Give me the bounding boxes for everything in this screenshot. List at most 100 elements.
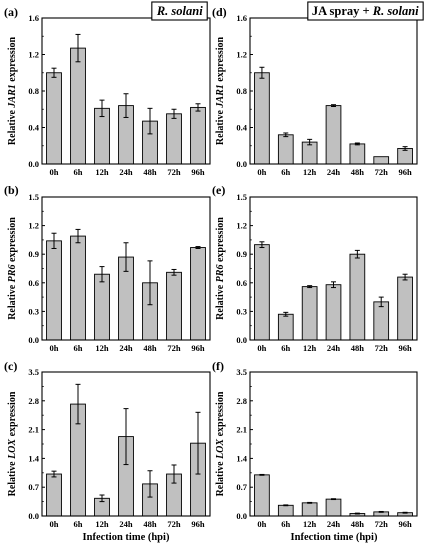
bar (190, 106, 206, 165)
bar (254, 244, 270, 341)
error-bar (331, 498, 336, 501)
svg-text:JA spray + R. solani: JA spray + R. solani (312, 4, 419, 18)
x-tick-label: 72h (375, 167, 389, 177)
y-tick-label: 0.3 (236, 306, 247, 316)
y-tick-label: 0.4 (28, 123, 39, 133)
bar (373, 156, 390, 165)
error-bar (283, 311, 289, 317)
y-tick-label: 0.7 (236, 482, 247, 492)
x-tick-label: 0h (50, 519, 59, 529)
x-tick-label: 96h (191, 519, 205, 529)
error-bar (99, 494, 105, 503)
x-tick-label: 6h (281, 167, 290, 177)
x-tick-label: 6h (74, 343, 83, 353)
chart-panel: 0.0 0.7 1.4 2.1 2.8 3.5 0h 6h 12h 24h 48h 72h 96h Rel… (4, 359, 211, 529)
bar (277, 313, 294, 341)
error-bar (147, 107, 153, 135)
error-bar (75, 383, 81, 425)
error-bar (99, 99, 105, 118)
error-bar (195, 103, 201, 112)
x-tick-label: 96h (398, 343, 412, 353)
x-tick-label: 24h (119, 343, 133, 353)
y-tick-label: 0.6 (28, 278, 39, 288)
x-tick-label: 72h (375, 343, 389, 353)
y-tick-label: 1.6 (28, 13, 39, 23)
x-tick-label: 6h (281, 343, 290, 353)
chart-panel: 0.0 0.3 0.6 0.9 1.2 1.5 0h 6h 12h 24h 48h 72h 96h Rel… (212, 183, 418, 353)
x-tick-label: 48h (143, 343, 157, 353)
chart-title: R. solani (151, 1, 208, 21)
panel-label: (e) (212, 183, 225, 197)
error-bar (259, 241, 265, 249)
x-tick-label: 24h (327, 343, 341, 353)
x-tick-label: 24h (327, 167, 341, 177)
bar (325, 498, 342, 517)
y-axis-label: Relative PR6 expression (215, 217, 226, 320)
bar (46, 473, 62, 517)
y-tick-label: 0.4 (236, 123, 247, 133)
bar (94, 273, 110, 341)
x-tick-label: 0h (50, 343, 59, 353)
bar (349, 143, 366, 165)
y-axis-label: Relative LOX expression (215, 391, 226, 496)
y-tick-label: 0.0 (236, 159, 247, 169)
error-bar (171, 108, 177, 119)
x-tick-label: 72h (375, 519, 389, 529)
error-bar (195, 411, 201, 475)
bar (301, 286, 318, 341)
x-tick-label: 6h (281, 519, 290, 529)
chart-panel: 0.0 0.3 0.6 0.9 1.2 1.5 0h 6h 12h 24h 48h 72h 96h Rel… (4, 183, 211, 353)
bar (277, 504, 294, 517)
x-tick-label: 0h (257, 167, 266, 177)
x-tick-label: 6h (74, 167, 83, 177)
bar (70, 235, 86, 341)
error-bar (51, 67, 57, 78)
chart-panel: 0.0 0.7 1.4 2.1 2.8 3.5 0h 6h 12h 24h 48h 72h 96h Rel… (212, 359, 418, 529)
error-bar (75, 228, 81, 244)
y-tick-label: 0.0 (28, 159, 39, 169)
x-tick-label: 24h (327, 519, 341, 529)
y-tick-label: 0.0 (236, 335, 247, 345)
x-tick-label: 0h (257, 343, 266, 353)
bar (70, 47, 86, 165)
x-tick-label: 0h (257, 519, 266, 529)
x-tick-label: 96h (191, 343, 205, 353)
y-tick-label: 0.0 (236, 511, 247, 521)
x-tick-label: 48h (143, 519, 157, 529)
x-axis-label: Infection time (hpi) (291, 532, 378, 543)
bar (349, 253, 366, 341)
y-tick-label: 3.5 (28, 367, 39, 377)
error-bar (402, 511, 408, 514)
error-bar (99, 266, 105, 283)
x-tick-label: 12h (303, 519, 317, 529)
bar (190, 247, 206, 341)
chart-panel: 0.0 0.4 0.8 1.2 1.6 0h 6h 12h 24h 48h 72h 96h Relati… (4, 1, 211, 177)
bar (277, 134, 294, 165)
x-tick-label: 72h (167, 343, 181, 353)
error-bar (378, 510, 384, 513)
y-tick-label: 0.9 (28, 249, 39, 259)
y-tick-label: 1.4 (28, 453, 39, 463)
x-tick-label: 96h (191, 167, 205, 177)
bar (301, 502, 318, 517)
error-bar (307, 138, 313, 146)
plot-frame (249, 371, 418, 517)
x-tick-label: 48h (351, 519, 365, 529)
x-tick-label: 6h (74, 519, 83, 529)
bar (166, 113, 182, 165)
x-tick-label: 12h (95, 167, 109, 177)
error-bar (402, 146, 408, 151)
error-bar (307, 285, 313, 289)
error-bar (195, 246, 201, 249)
y-tick-label: 3.5 (236, 367, 247, 377)
error-bar (283, 132, 289, 138)
error-bar (147, 470, 153, 498)
error-bar (259, 473, 265, 476)
error-bar (354, 142, 360, 146)
error-bar (171, 464, 177, 484)
error-bar (307, 501, 313, 504)
bar (373, 301, 390, 341)
x-tick-label: 24h (119, 519, 133, 529)
y-tick-label: 0.0 (28, 511, 39, 521)
